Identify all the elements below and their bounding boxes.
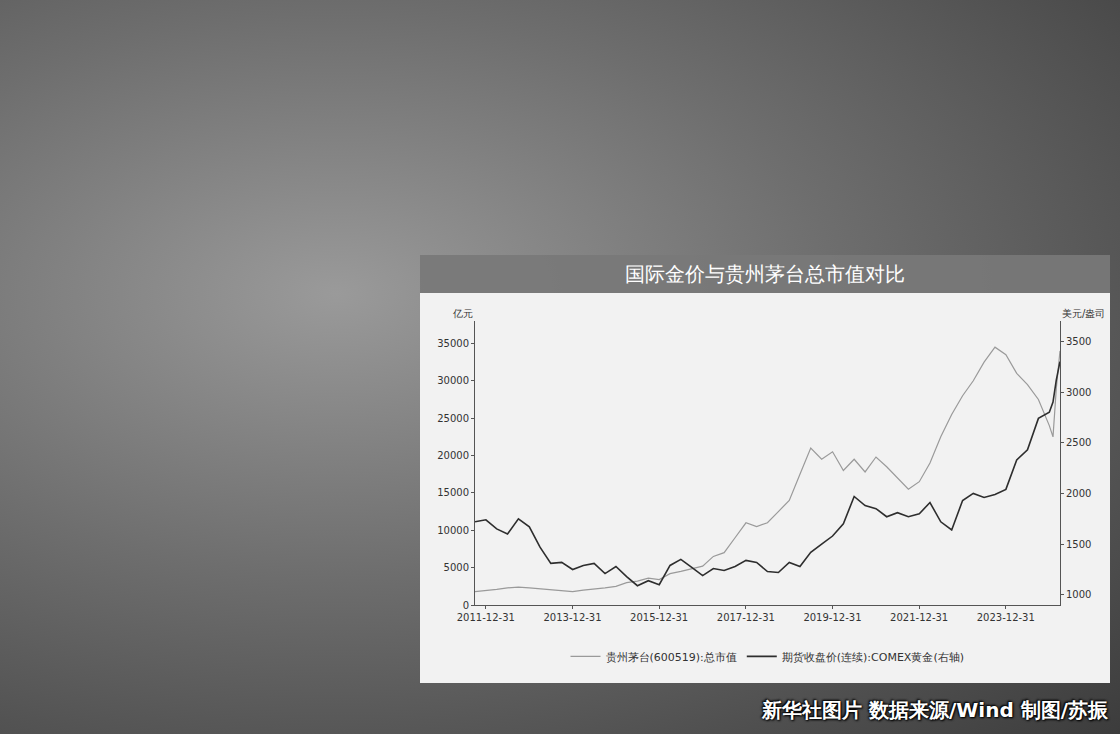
svg-text:2013-12-31: 2013-12-31 xyxy=(543,612,601,623)
html-text:国际金价与贵州茅台总市值对比: 国际金价与贵州茅台总市值对比 xyxy=(625,262,905,286)
svg-text:2019-12-31: 2019-12-31 xyxy=(803,612,861,623)
svg-text:3000: 3000 xyxy=(1066,387,1091,398)
svg-text:2017-12-31: 2017-12-31 xyxy=(717,612,775,623)
svg-text:2021-12-31: 2021-12-31 xyxy=(890,612,948,623)
svg-text:2000: 2000 xyxy=(1066,488,1091,499)
svg-text:2023-12-31: 2023-12-31 xyxy=(977,612,1035,623)
svg-text:3500: 3500 xyxy=(1066,336,1091,347)
svg-text:亿元: 亿元 xyxy=(452,308,473,319)
svg-text:25000: 25000 xyxy=(437,413,469,424)
svg-text:20000: 20000 xyxy=(437,450,469,461)
svg-text:贵州茅台(600519):总市值: 贵州茅台(600519):总市值 xyxy=(606,651,737,664)
svg-text:1000: 1000 xyxy=(1066,589,1091,600)
svg-text:5000: 5000 xyxy=(444,562,469,573)
svg-text:2015-12-31: 2015-12-31 xyxy=(630,612,688,623)
svg-text:10000: 10000 xyxy=(437,525,469,536)
svg-text:期货收盘价(连续):COMEX黄金(右轴): 期货收盘价(连续):COMEX黄金(右轴) xyxy=(782,651,964,664)
html-text:新华社图片 数据来源/Wind 制图/苏振: 新华社图片 数据来源/Wind 制图/苏振 xyxy=(762,698,1108,722)
svg-text:2500: 2500 xyxy=(1066,437,1091,448)
svg-text:美元/盎司: 美元/盎司 xyxy=(1062,308,1105,319)
svg-text:2011-12-31: 2011-12-31 xyxy=(457,612,515,623)
svg-text:0: 0 xyxy=(463,600,469,611)
svg-text:1500: 1500 xyxy=(1066,539,1091,550)
svg-text:35000: 35000 xyxy=(437,338,469,349)
svg-text:30000: 30000 xyxy=(437,375,469,386)
svg-text:15000: 15000 xyxy=(437,487,469,498)
